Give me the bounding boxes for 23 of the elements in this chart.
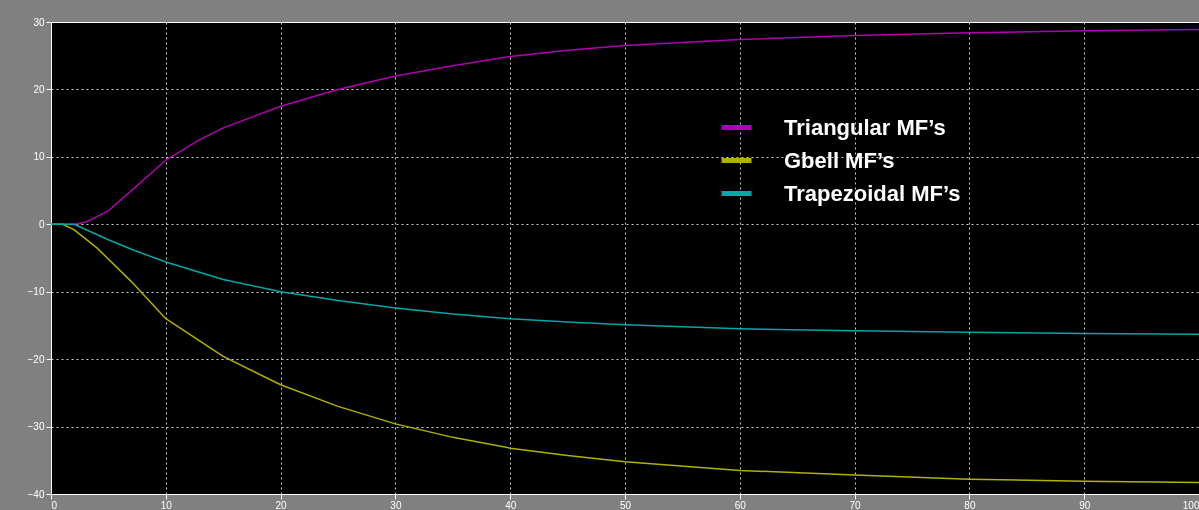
legend-label: Trapezoidal MF’s <box>784 180 961 206</box>
x-tick-label: 100 <box>1182 499 1199 510</box>
line-series <box>50 223 1199 335</box>
y-tick-label: 20 <box>33 83 45 95</box>
x-tick-label: 50 <box>619 499 632 510</box>
y-tick-label: 10 <box>33 151 45 163</box>
x-tick-label: 20 <box>275 499 288 510</box>
x-tick-label: 10 <box>160 499 173 510</box>
x-tick-label: 60 <box>734 499 747 510</box>
y-tick-label: 0 <box>38 218 45 230</box>
y-tick-label: −30 <box>27 421 45 433</box>
legend-label: Triangular MF’s <box>784 114 946 140</box>
x-tick-label: 90 <box>1079 499 1091 510</box>
x-tick-label: 30 <box>390 499 402 510</box>
y-tick-label: −20 <box>27 353 45 365</box>
y-tick-label: −10 <box>27 286 45 298</box>
y-tick-label: 30 <box>33 16 45 28</box>
x-tick-label: 70 <box>849 499 862 510</box>
x-tick-label: 40 <box>505 499 517 510</box>
x-tick-label: 0 <box>51 499 58 510</box>
y-tick-label: −40 <box>27 488 45 500</box>
x-tick-label: 80 <box>964 499 976 510</box>
legend-label: Gbell MF’s <box>784 147 895 173</box>
